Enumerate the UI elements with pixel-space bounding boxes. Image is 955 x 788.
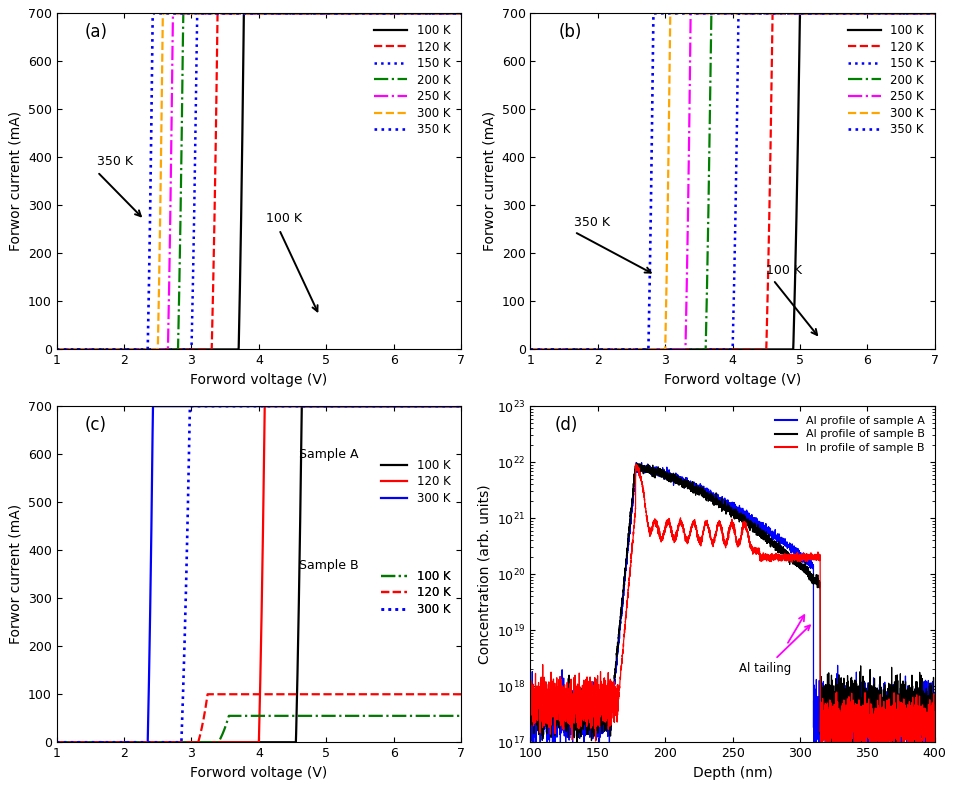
Text: (d): (d) xyxy=(555,416,578,434)
X-axis label: Forword voltage (V): Forword voltage (V) xyxy=(190,766,328,779)
Legend: 100 K, 120 K, 300 K: 100 K, 120 K, 300 K xyxy=(376,565,456,620)
Text: 350 K: 350 K xyxy=(97,154,133,168)
Y-axis label: Forwor current (mA): Forwor current (mA) xyxy=(482,111,496,251)
Text: 350 K: 350 K xyxy=(574,216,610,229)
Text: Al tailing: Al tailing xyxy=(739,626,810,675)
Legend: 100 K, 120 K, 150 K, 200 K, 250 K, 300 K, 350 K: 100 K, 120 K, 150 K, 200 K, 250 K, 300 K… xyxy=(370,19,456,141)
X-axis label: Forword voltage (V): Forword voltage (V) xyxy=(190,373,328,387)
Text: 100 K: 100 K xyxy=(766,264,802,277)
Y-axis label: Forwor current (mA): Forwor current (mA) xyxy=(9,111,22,251)
Legend: 100 K, 120 K, 150 K, 200 K, 250 K, 300 K, 350 K: 100 K, 120 K, 150 K, 200 K, 250 K, 300 K… xyxy=(843,19,929,141)
Text: (a): (a) xyxy=(85,24,108,42)
Text: 100 K: 100 K xyxy=(265,212,302,225)
Text: (c): (c) xyxy=(85,416,107,434)
X-axis label: Forword voltage (V): Forword voltage (V) xyxy=(664,373,801,387)
Text: (b): (b) xyxy=(559,24,583,42)
Y-axis label: Concentration (arb. units): Concentration (arb. units) xyxy=(478,485,492,664)
Y-axis label: Forwor current (mA): Forwor current (mA) xyxy=(9,504,22,645)
Legend: Al profile of sample A, Al profile of sample B, In profile of sample B: Al profile of sample A, Al profile of sa… xyxy=(771,411,929,457)
X-axis label: Depth (nm): Depth (nm) xyxy=(692,766,773,779)
Text: Sample A: Sample A xyxy=(299,448,359,461)
Text: Sample B: Sample B xyxy=(299,559,359,572)
